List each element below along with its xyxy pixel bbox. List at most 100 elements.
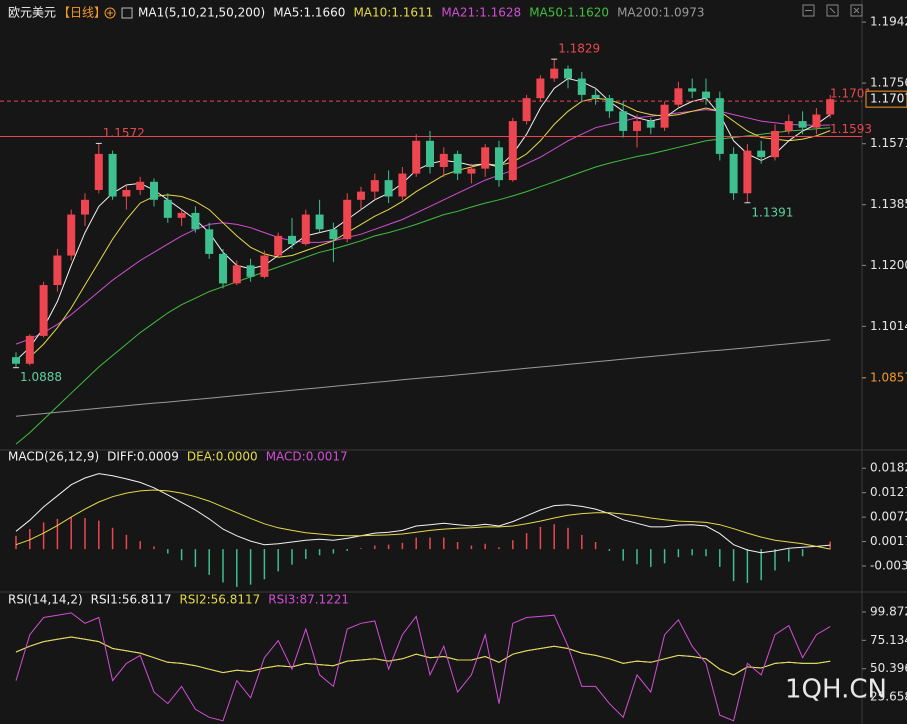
y-tick-label: 0.0182 [870, 461, 907, 475]
y-tick-label: 1.1942 [870, 15, 907, 29]
legend-entry: MA50:1.1620 [529, 6, 609, 20]
candle-body [150, 181, 158, 200]
candle-body [53, 255, 62, 286]
y-tick-label: 1.1385 [870, 197, 907, 211]
icon-glyph [853, 7, 860, 14]
candle-body [660, 104, 669, 128]
icon-button[interactable] [826, 4, 839, 17]
current-price-box [865, 90, 907, 108]
candle-body [232, 265, 241, 284]
candle-body [260, 255, 269, 277]
candle-body [301, 214, 310, 245]
candle-body [67, 214, 76, 256]
indicator-label: MA1(5,10,21,50,200) [138, 6, 265, 20]
legend-entry: MA5:1.1660 [273, 6, 345, 20]
candle-body [826, 99, 835, 115]
candle-body [743, 150, 752, 194]
price-line-label: 1.1593 [830, 122, 872, 136]
candle-body [591, 94, 600, 99]
y-tick-label: 0.0127 [870, 485, 907, 499]
candle-body [439, 153, 448, 168]
candle-body [729, 153, 738, 194]
candle-body [288, 235, 296, 245]
candle-body [495, 147, 503, 181]
candle-body [122, 189, 131, 197]
candle-body [798, 121, 807, 128]
legend-entry: RSI2:56.8117 [179, 593, 260, 607]
candle-body [246, 265, 255, 277]
icon-button[interactable] [850, 4, 863, 17]
candle-body [274, 235, 283, 256]
candle-body [702, 91, 710, 99]
candle-body [577, 78, 586, 95]
y-tick-label: 1.1200 [870, 258, 907, 272]
watermark: 1QH.CN [785, 675, 887, 705]
extreme-label: 1.0888 [20, 370, 62, 384]
extreme-label: 1.1391 [751, 205, 793, 219]
extreme-label: 1.1829 [558, 42, 600, 56]
y-tick-label: 1.1756 [870, 76, 907, 90]
legend-entry: DEA:0.0000 [187, 450, 258, 464]
candle-body [81, 199, 89, 215]
candle-body [357, 191, 365, 200]
y-tick-label: 99.872 [870, 604, 907, 618]
candle-body [136, 181, 145, 190]
candle-body [715, 98, 724, 154]
period-label: 【日线】 [58, 6, 106, 20]
candle-body [771, 130, 779, 158]
candle-body [784, 121, 793, 131]
toolbar-icons [802, 4, 863, 17]
instrument-title: 欧元美元 [8, 6, 56, 20]
candle-body [412, 140, 421, 174]
price-mark-label: 1.0857 [870, 370, 907, 384]
indicator-line [29, 97, 831, 358]
legend-entry: MA10:1.1611 [353, 6, 433, 20]
y-tick-label: 0.0017 [870, 534, 907, 548]
indicator-line [15, 489, 831, 550]
y-tick-label: 50.396 [870, 661, 907, 675]
candle-body [757, 150, 766, 158]
legend-entry: MACD:0.0017 [266, 450, 348, 464]
indicator-title: RSI(14,14,2) [8, 593, 83, 607]
candle-body [619, 111, 628, 131]
legend-entry: MA21:1.1628 [441, 6, 521, 20]
indicator-line [15, 339, 831, 417]
indicator-line [15, 473, 831, 554]
candle-body [384, 180, 393, 197]
candle-body [370, 180, 379, 192]
candle-body [219, 253, 227, 284]
legend-entry: MA200:1.0973 [617, 6, 705, 20]
candle-body [812, 114, 821, 128]
extreme-label: 1.1572 [103, 126, 145, 140]
y-tick-label: 0.0072 [870, 510, 907, 524]
price-line-label: 1.1701 [830, 87, 872, 101]
candle-body [550, 68, 559, 79]
candle-body [12, 357, 20, 364]
candle-body [426, 140, 434, 168]
price-mark-label: 1.1707 [870, 92, 907, 106]
candle-body [398, 173, 407, 197]
candle-body [177, 212, 186, 218]
candle-body [343, 199, 352, 240]
y-tick-label: 1.1014 [870, 319, 907, 333]
candle-body [108, 153, 117, 197]
candle-body [605, 98, 614, 112]
y-tick-label: 25.658 [870, 690, 907, 704]
candle-body [163, 199, 172, 218]
candle-body [453, 153, 462, 174]
candle-body [25, 335, 34, 364]
legend-entry: RSI3:87.1221 [268, 593, 349, 607]
icon-button[interactable] [802, 4, 815, 17]
candle-body [481, 147, 490, 169]
candle-body [508, 121, 517, 181]
candle-body [191, 212, 200, 230]
candle-body [315, 214, 324, 230]
legend-entry: RSI1:56.8117 [91, 593, 172, 607]
icon-glyph [829, 7, 836, 14]
candle-body [39, 285, 48, 336]
indicator-title: MACD(26,12,9) [8, 450, 99, 464]
indicator-line [15, 636, 831, 676]
candle-body [205, 229, 214, 254]
candle-body [674, 88, 683, 105]
